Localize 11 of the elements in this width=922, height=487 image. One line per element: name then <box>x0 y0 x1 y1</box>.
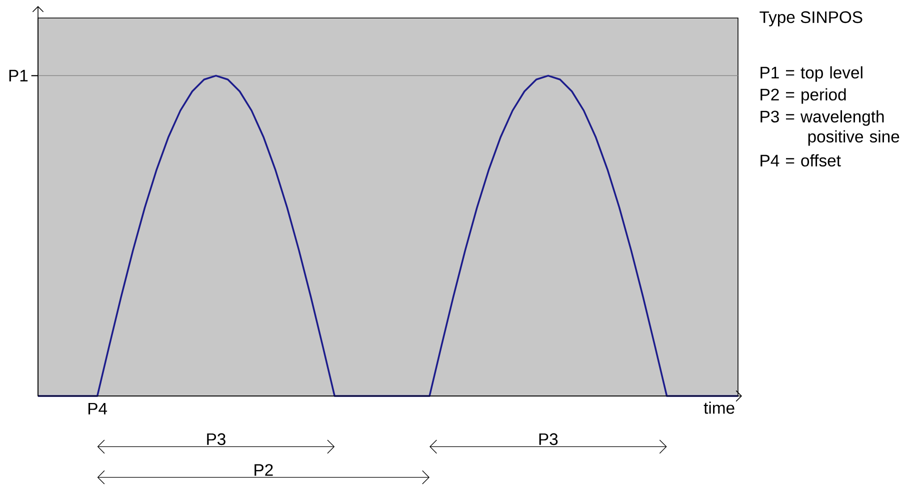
text: P3 = wavelength positive sine <box>760 110 900 146</box>
text: P4 = offset <box>760 154 841 166</box>
text: P2 <box>254 464 273 476</box>
text: Type SINPOS <box>760 11 862 26</box>
text: P2 = period <box>760 88 846 104</box>
x-axis-title: time <box>704 402 734 414</box>
ref-line-label: P1 <box>9 70 28 82</box>
text: P3 <box>539 433 558 446</box>
text: P4 <box>88 402 108 414</box>
text: P3 <box>207 433 226 446</box>
text: P1 = top level <box>760 66 862 82</box>
